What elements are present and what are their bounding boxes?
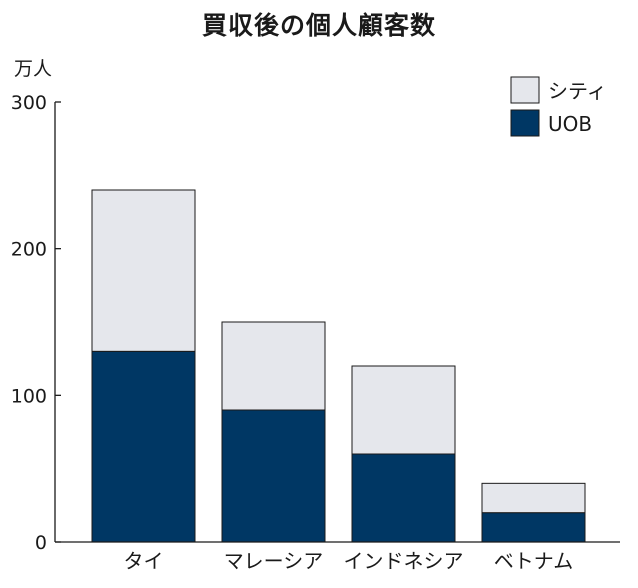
category-label: マレーシア — [224, 549, 324, 573]
category-label: タイ — [124, 549, 164, 573]
bar-citi-1 — [221, 321, 326, 411]
y-axis-unit: 万人 — [14, 58, 53, 80]
legend-swatch-uob — [510, 109, 540, 137]
y-tick-label: 200 — [11, 239, 47, 261]
bar-citi-2 — [351, 365, 456, 455]
bar-uob-3 — [481, 512, 586, 543]
legend-label-uob: UOB — [548, 112, 592, 136]
bar-citi-3 — [481, 482, 586, 514]
category-label: ベトナム — [494, 549, 573, 573]
bar-uob-1 — [221, 409, 326, 543]
chart-title: 買収後の個人顧客数 — [201, 11, 436, 40]
y-tick-label: 100 — [11, 385, 47, 407]
legend-swatch-citi — [510, 76, 540, 104]
bar-uob-0 — [91, 350, 196, 543]
bar-uob-2 — [351, 453, 456, 543]
y-tick-label: 300 — [11, 92, 47, 114]
bar-citi-0 — [91, 189, 196, 352]
legend-label-citi: シティ — [548, 79, 607, 103]
y-tick-label: 0 — [35, 532, 47, 554]
category-label: インドネシア — [344, 549, 464, 573]
